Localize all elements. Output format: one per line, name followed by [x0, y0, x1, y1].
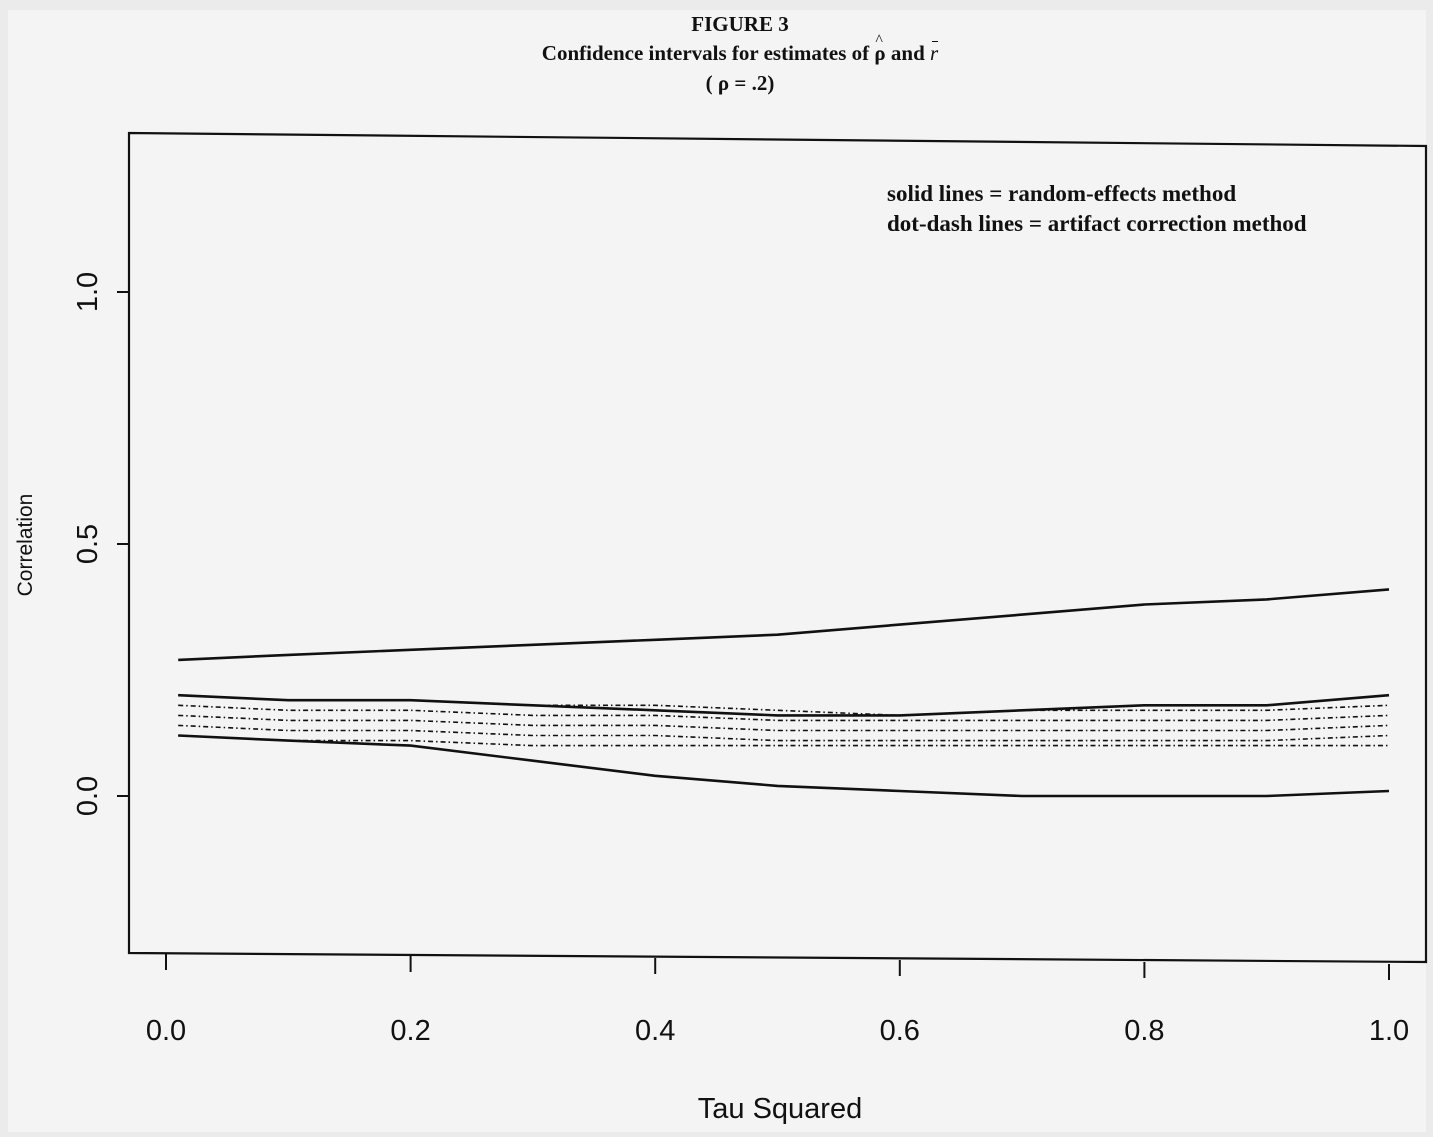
figure-number: FIGURE 3: [691, 12, 789, 36]
x-tick-label-5: 1.0: [1369, 1015, 1409, 1047]
x-tick-label-4: 0.8: [1124, 1015, 1164, 1047]
figure-title: Confidence intervals for estimates of ρ …: [0, 26, 1433, 68]
x-axis-label: Tau Squared: [698, 1093, 862, 1125]
x-tick-label-1: 0.2: [390, 1015, 430, 1047]
artifact-correction-line-6: [178, 724, 1390, 742]
y-axis-label: Correlation: [14, 494, 37, 597]
artifact-correction-line-5: [178, 714, 1390, 732]
figure-subtitle: ( ρ = .2): [705, 71, 775, 95]
artifact-correction-line-4: [178, 704, 1390, 722]
random-effects-line-0: [178, 588, 1390, 662]
artifact-correction-line-7: [178, 734, 1389, 747]
r-bar-symbol: r: [930, 38, 939, 68]
legend-entry-artifact-correction: dot-dash lines = artifact correction met…: [887, 211, 1307, 236]
y-tick-label-0: 0.0: [72, 776, 104, 816]
y-tick-label-1: 0.5: [72, 524, 104, 564]
x-tick-label-3: 0.6: [880, 1015, 920, 1047]
x-axis-ticks: 0.0 0.2 0.4 0.6 0.8 1.0: [146, 954, 1409, 1047]
series-layer: [178, 588, 1390, 798]
figure-title-and: and: [885, 41, 931, 65]
random-effects-line-2: [178, 734, 1390, 798]
artifact-correction-line-3: [178, 694, 1390, 717]
x-tick-label-0: 0.0: [146, 1015, 186, 1047]
scanned-page: [8, 10, 1426, 1132]
x-tick-label-2: 0.4: [635, 1015, 675, 1047]
random-effects-line-1: [178, 693, 1390, 717]
rho-hat-symbol: ρ: [874, 26, 885, 68]
plot-frame: [127, 131, 1428, 964]
figure-title-prefix: Confidence intervals for estimates of: [541, 41, 875, 65]
figure-header: FIGURE 3 Confidence intervals for estima…: [0, 10, 1433, 98]
legend-entry-random-effects: solid lines = random-effects method: [887, 181, 1236, 206]
y-tick-label-2: 1.0: [72, 272, 104, 312]
y-axis-ticks: 0.0 0.5 1.0: [72, 272, 129, 816]
